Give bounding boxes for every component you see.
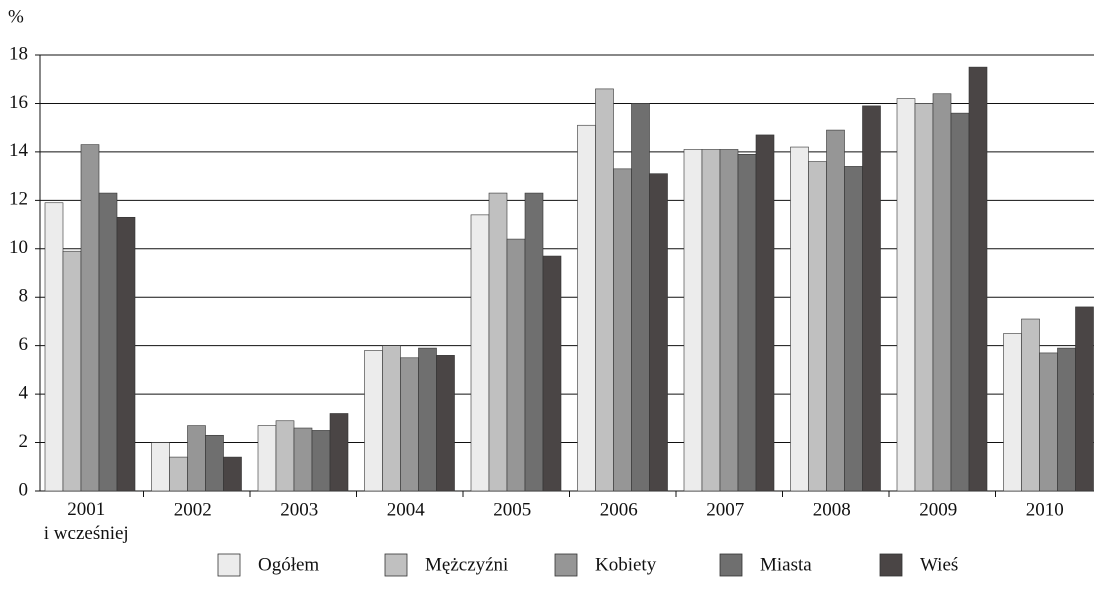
bar	[932, 93, 952, 492]
bar	[862, 105, 881, 492]
bar	[577, 124, 596, 492]
legend-swatch	[217, 553, 241, 577]
bar	[44, 202, 64, 492]
bar	[275, 420, 295, 492]
bar	[896, 98, 916, 492]
x-tick-label: 2005	[493, 499, 531, 520]
bar	[649, 173, 668, 492]
bar	[436, 355, 455, 492]
bar	[737, 154, 757, 492]
bar	[808, 161, 827, 492]
bar	[790, 146, 809, 492]
y-tick-label: 16	[9, 92, 28, 113]
bar	[719, 149, 739, 492]
bar	[826, 129, 845, 492]
bar	[205, 434, 224, 492]
bar	[329, 413, 349, 492]
bar	[914, 103, 934, 492]
x-tick-label: 2002	[174, 499, 212, 520]
bar	[187, 425, 206, 492]
x-tick-label: 2007	[706, 499, 744, 520]
bar	[1075, 306, 1094, 492]
bar	[116, 216, 136, 492]
x-tick-label: 2010	[1026, 499, 1064, 520]
bar	[506, 238, 526, 492]
bar	[382, 345, 401, 492]
bar	[524, 192, 544, 492]
bar	[595, 88, 614, 492]
bar	[311, 430, 331, 492]
bar	[400, 357, 419, 492]
bar	[80, 144, 100, 492]
bar	[98, 192, 118, 492]
x-tick-label: 2008	[813, 499, 851, 520]
bar	[418, 347, 437, 492]
bar	[542, 255, 562, 492]
y-tick-label: 18	[9, 43, 28, 64]
legend-label: Mężczyźni	[425, 554, 508, 575]
x-tick-label: 2006	[600, 499, 638, 520]
y-tick-label: 12	[9, 189, 28, 210]
bar	[631, 103, 650, 492]
bar	[844, 166, 863, 492]
bar	[488, 192, 508, 492]
bar	[950, 112, 970, 492]
y-tick-label: 6	[19, 334, 29, 355]
legend-swatch	[719, 553, 743, 577]
bar	[1057, 347, 1076, 492]
bar	[470, 214, 490, 492]
legend-label: Ogółem	[258, 554, 319, 575]
bar	[293, 427, 313, 492]
y-tick-label: 8	[19, 286, 29, 307]
bar	[755, 134, 775, 492]
x-tick-label: 2009	[919, 499, 957, 520]
bar	[257, 425, 277, 492]
legend-swatch	[384, 553, 408, 577]
y-tick-label: 0	[19, 479, 29, 500]
bar	[683, 149, 703, 492]
bar	[1021, 318, 1040, 492]
y-tick-label: 10	[9, 237, 28, 258]
legend-swatch	[554, 553, 578, 577]
bar	[701, 149, 721, 492]
x-tick-label: 2004	[387, 499, 426, 520]
bar	[613, 168, 632, 492]
y-tick-label: 2	[19, 431, 29, 452]
bar	[364, 350, 383, 492]
bar	[62, 250, 82, 492]
bar	[151, 442, 170, 492]
legend-swatch	[879, 553, 903, 577]
y-axis-label: %	[8, 6, 24, 27]
bar	[1039, 352, 1058, 492]
x-tick-label: 2001 i wcześniej	[44, 499, 129, 544]
bar	[169, 456, 188, 492]
bar	[1003, 333, 1022, 492]
bar	[968, 66, 988, 492]
y-tick-label: 4	[19, 382, 29, 403]
x-tick-label: 2003	[280, 499, 318, 520]
legend-label: Wieś	[920, 554, 958, 575]
y-tick-label: 14	[9, 140, 29, 161]
legend-label: Miasta	[760, 554, 812, 575]
bar	[223, 456, 242, 492]
legend-label: Kobiety	[595, 554, 657, 575]
